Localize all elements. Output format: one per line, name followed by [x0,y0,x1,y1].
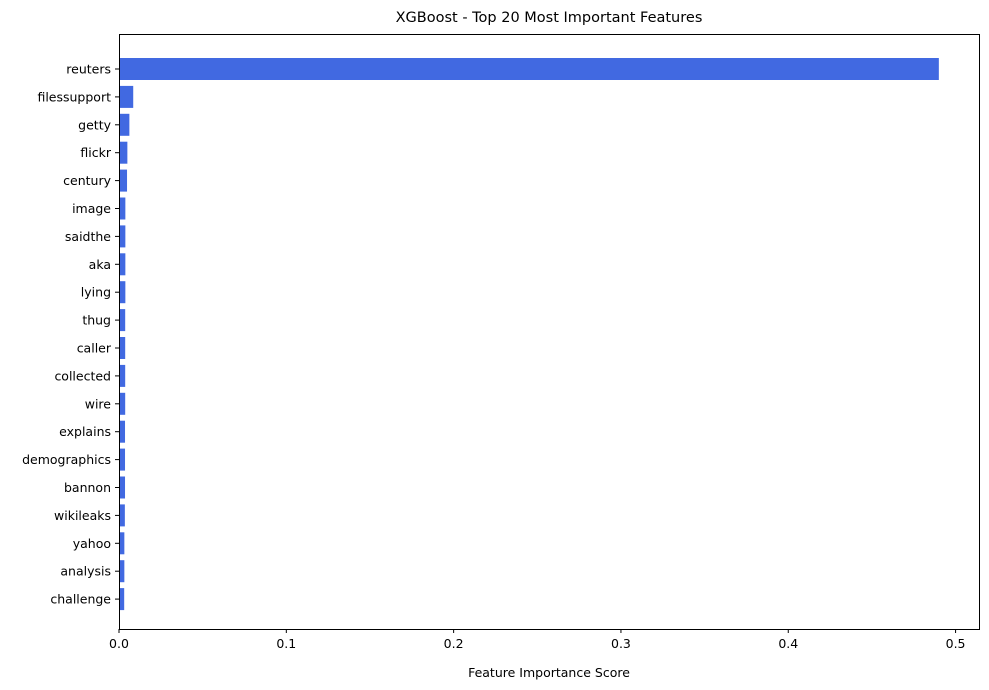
bar-collected [119,364,126,387]
chart-title: XGBoost - Top 20 Most Important Features [396,10,703,26]
y-tick-label-demographics: demographics [22,452,111,467]
bar-thug [119,309,126,332]
bar-yahoo [119,532,125,555]
bar-lying [119,281,126,304]
bar-caller [119,337,126,359]
bar-analysis [119,560,125,583]
y-tick-label-filessupport: filessupport [37,89,111,104]
bar-demographics [119,448,126,471]
x-tick-label: 0.0 [109,636,129,651]
bar-century [119,169,128,192]
y-tick-label-lying: lying [81,285,111,300]
plot-frame [119,34,980,630]
bar-getty [119,113,130,136]
y-tick-label-collected: collected [54,368,111,383]
y-tick-label-reuters: reuters [66,62,111,77]
y-tick-label-challenge: challenge [50,592,111,607]
y-tick-label-analysis: analysis [60,564,111,579]
y-tick-label-explains: explains [59,424,111,439]
y-tick-label-thug: thug [82,313,111,328]
y-tick-label-image: image [72,201,111,216]
bar-explains [119,420,126,443]
x-tick-label: 0.5 [946,636,966,651]
x-axis-ticks: 0.0 0.1 0.2 0.3 0.4 0.5 [109,629,966,651]
y-tick-label-caller: caller [77,341,112,356]
y-tick-label-saidthe: saidthe [65,229,111,244]
bar-saidthe [119,225,126,248]
bar-reuters [119,58,939,80]
x-tick-label: 0.4 [778,636,798,651]
x-axis-label: Feature Importance Score [468,665,630,680]
y-tick-label-yahoo: yahoo [73,536,111,551]
y-tick-label-getty: getty [78,117,111,132]
bar-filessupport [119,85,134,108]
bar-bannon [119,476,126,499]
y-tick-label-wire: wire [85,396,112,411]
bar-aka [119,253,126,276]
x-tick-label: 0.3 [611,636,631,651]
y-tick-label-bannon: bannon [64,480,111,495]
bar-wikileaks [119,504,125,527]
y-tick-label-century: century [63,173,111,188]
y-axis-ticks: reuters filessupport getty flickr century ima… [22,62,119,607]
bar-image [119,197,126,220]
x-tick-label: 0.2 [444,636,464,651]
y-tick-label-aka: aka [89,257,111,272]
y-tick-label-wikileaks: wikileaks [54,508,111,523]
x-tick-label: 0.1 [276,636,296,651]
y-tick-label-flickr: flickr [80,145,111,160]
bar-challenge [119,588,125,611]
bars-group [119,58,939,611]
bar-wire [119,392,126,415]
bar-flickr [119,141,128,164]
